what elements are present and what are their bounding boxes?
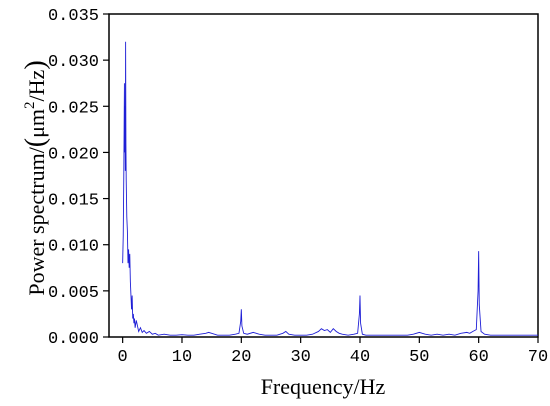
y-tick-label: 0.025 — [48, 99, 99, 118]
y-axis-title-prefix: Power spectrum/ — [24, 146, 49, 295]
y-axis-ticks: 0.000 0.005 0.010 0.015 0.020 0.025 0.030 0.035 — [48, 7, 109, 349]
y-tick-label: 0.000 — [48, 330, 99, 349]
y-tick-label: 0.005 — [48, 284, 99, 303]
y-axis-title-unit-tail: /Hz — [24, 69, 49, 101]
x-axis-ticks: 0 10 20 30 40 50 60 70 — [118, 337, 548, 367]
x-tick-label: 60 — [468, 348, 488, 367]
y-tick-label: 0.035 — [48, 7, 99, 26]
y-tick-label: 0.015 — [48, 192, 99, 211]
y-tick-label: 0.030 — [48, 53, 99, 72]
y-tick-label: 0.020 — [48, 145, 99, 164]
y-axis-title-unit: μm — [24, 109, 49, 138]
x-tick-label: 10 — [172, 348, 192, 367]
y-axis-title-close-paren: ) — [20, 60, 51, 69]
x-tick-label: 40 — [350, 348, 370, 367]
y-axis-title-exponent: 2 — [22, 101, 38, 109]
y-axis-title-open-paren: ( — [20, 138, 51, 147]
x-tick-label: 20 — [231, 348, 251, 367]
spectrum-series-line — [122, 41, 538, 336]
x-tick-label: 0 — [118, 348, 128, 367]
plot-frame — [108, 13, 539, 338]
y-tick-label: 0.010 — [48, 238, 99, 257]
x-tick-label: 50 — [409, 348, 429, 367]
x-axis-title: Frequency/Hz — [261, 374, 386, 399]
x-tick-label: 30 — [290, 348, 310, 367]
y-axis-title: Power spectrum/(μm2/Hz) — [20, 60, 51, 295]
x-tick-label: 70 — [528, 348, 548, 367]
